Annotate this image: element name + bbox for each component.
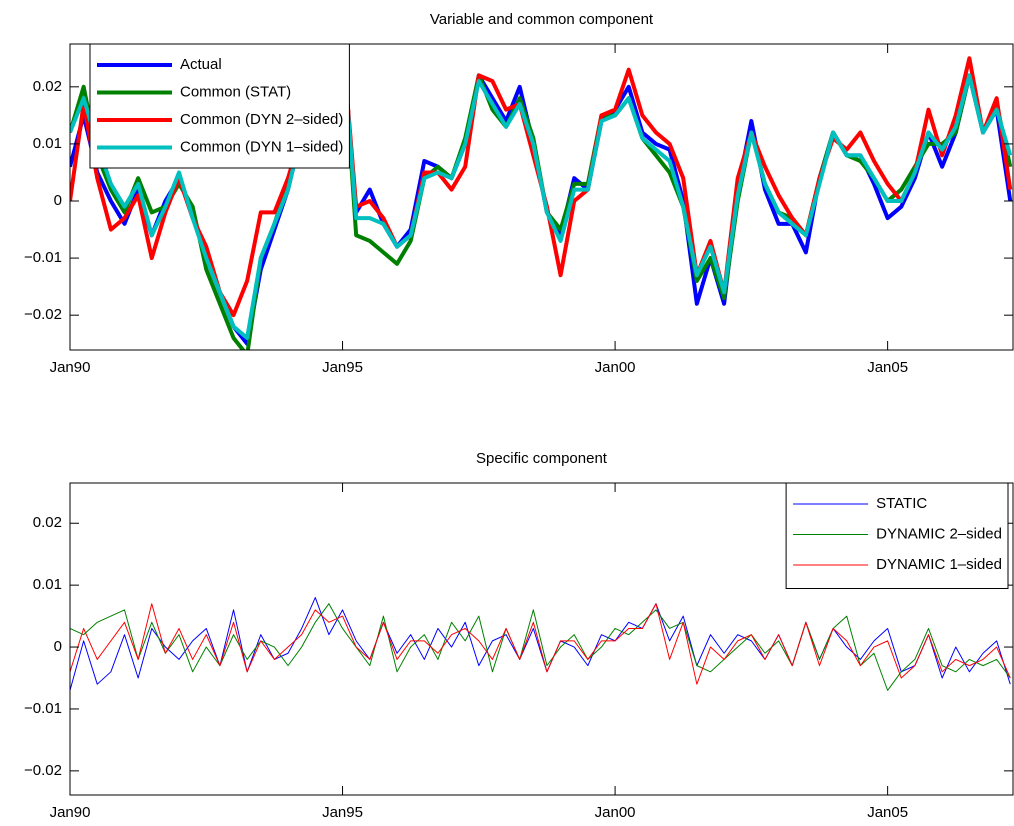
- series-line: [70, 44, 1013, 341]
- chart-title: Variable and common component: [430, 11, 654, 28]
- x-tick-label: Jan95: [322, 359, 363, 376]
- y-tick-label: −0.01: [24, 249, 62, 266]
- legend-label: Common (DYN 2–sided): [180, 111, 343, 128]
- y-tick-label: −0.01: [24, 700, 62, 717]
- x-tick-label: Jan90: [50, 359, 91, 376]
- series-line: [70, 603, 1011, 685]
- y-tick-label: 0.01: [33, 135, 62, 152]
- y-tick-label: 0.01: [33, 576, 62, 593]
- x-tick-label: Jan05: [867, 359, 908, 376]
- series-line: [70, 597, 1011, 691]
- y-tick-label: 0: [54, 638, 62, 655]
- series-line: [70, 603, 1011, 691]
- axes-box: [69, 43, 1014, 351]
- plot-area: [70, 44, 1013, 350]
- legend-label: Common (DYN 1–sided): [180, 138, 343, 155]
- y-tick-label: −0.02: [24, 306, 62, 323]
- x-tick-label: Jan95: [322, 804, 363, 821]
- y-tick-label: 0: [54, 192, 62, 209]
- x-tick-label: Jan05: [867, 804, 908, 821]
- legend-label: DYNAMIC 1–sided: [876, 556, 1002, 573]
- chart-title: Specific component: [476, 450, 608, 467]
- axes-box: [69, 482, 1014, 796]
- legend-label: Common (STAT): [180, 83, 291, 100]
- legend: STATIC DYNAMIC 2–sided DYNAMIC 1–sided: [785, 482, 1009, 589]
- y-tick-label: 0.02: [33, 78, 62, 95]
- x-tick-label: Jan00: [595, 359, 636, 376]
- y-tick-label: −0.02: [24, 762, 62, 779]
- legend-label: STATIC: [876, 495, 927, 512]
- plot-area: [70, 597, 1011, 691]
- x-tick-label: Jan00: [595, 804, 636, 821]
- legend-label: DYNAMIC 2–sided: [876, 525, 1002, 542]
- legend-label: Actual: [180, 56, 222, 73]
- legend-box: [785, 482, 1009, 589]
- legend: Actual Common (STAT) Common (DYN 2–sided) C…: [89, 43, 350, 169]
- y-tick-label: 0.02: [33, 514, 62, 531]
- x-tick-label: Jan90: [50, 804, 91, 821]
